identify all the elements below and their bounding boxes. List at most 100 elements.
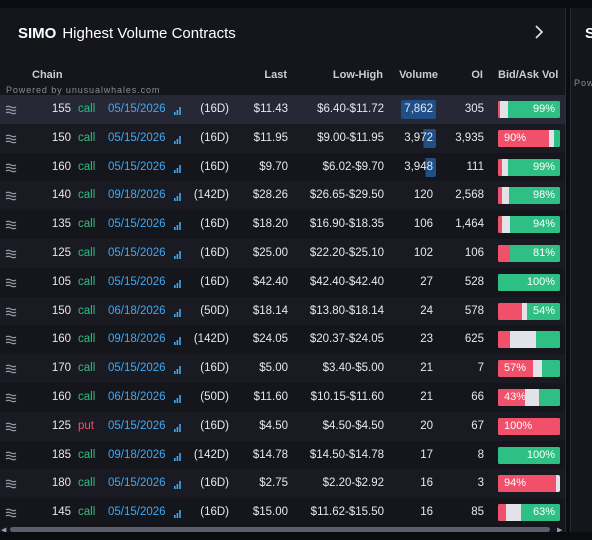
scroll-right-icon[interactable]: ▶ xyxy=(557,527,563,532)
table-row[interactable]: 185 call 09/18/2026 (142D) $14.78 $14.50-$14.… xyxy=(0,441,565,470)
chain-lines-icon[interactable] xyxy=(5,479,17,489)
col-header-bid-ask-vol[interactable]: Bid/Ask Vol xyxy=(498,69,559,81)
low-high-range: $4.50-$4.50 xyxy=(322,419,384,432)
signal-bars-icon xyxy=(174,423,182,432)
chain-lines-icon[interactable] xyxy=(5,105,17,115)
days-to-expiry: (142D) xyxy=(193,448,229,461)
bid-ask-percent: 63% xyxy=(532,506,555,519)
table-row[interactable]: 180 call 05/15/2026 (16D) $2.75 $2.20-$2.92 16… xyxy=(0,469,565,499)
expiry-date[interactable]: 09/18/2026 xyxy=(108,333,166,346)
volume-value: 21 xyxy=(420,362,433,375)
chain-lines-icon[interactable] xyxy=(5,451,17,461)
bid-ask-volume-bar: 100% xyxy=(498,446,560,464)
ask-volume-fill xyxy=(498,389,525,406)
chain-lines-icon[interactable] xyxy=(5,163,17,173)
bid-ask-percent: 43% xyxy=(504,391,527,403)
expiry-date[interactable]: 05/15/2026 xyxy=(108,103,166,115)
option-type: call xyxy=(78,506,96,519)
expiry-date[interactable]: 05/15/2026 xyxy=(108,247,166,259)
days-to-expiry: (16D) xyxy=(200,419,229,432)
col-header-chain[interactable]: Chain xyxy=(32,69,63,81)
scroll-left-icon[interactable]: ◀ xyxy=(1,527,7,532)
days-to-expiry: (16D) xyxy=(200,477,229,490)
strike-price: 160 xyxy=(51,391,71,403)
open-interest: 305 xyxy=(464,103,484,115)
table-row[interactable]: 150 call 05/15/2026 (16D) $11.95 $9.00-$11.95… xyxy=(0,123,565,153)
last-price: $4.50 xyxy=(259,419,288,432)
expiry-date[interactable]: 05/15/2026 xyxy=(108,419,166,432)
table-row[interactable]: 125 call 05/15/2026 (16D) $25.00 $22.20-$25.1… xyxy=(0,239,565,268)
last-price: $9.70 xyxy=(259,160,288,173)
table-row[interactable]: 145 call 05/15/2026 (16D) $15.00 $11.62-$15.5… xyxy=(0,498,565,527)
chain-lines-icon[interactable] xyxy=(5,278,17,288)
scroll-thumb[interactable] xyxy=(10,527,550,532)
chain-lines-icon[interactable] xyxy=(5,508,17,518)
table-row[interactable]: 160 call 09/18/2026 (142D) $24.05 $20.37-$24.… xyxy=(0,325,565,354)
signal-bars-icon xyxy=(174,106,182,115)
expiry-date[interactable]: 05/15/2026 xyxy=(108,160,166,173)
bid-volume-fill xyxy=(510,245,560,262)
table-row[interactable]: 125 put 05/15/2026 (16D) $4.50 $4.50-$4.50 20 6… xyxy=(0,411,565,441)
expiry-date[interactable]: 05/15/2026 xyxy=(108,218,166,231)
chain-lines-icon[interactable] xyxy=(5,249,17,259)
open-interest: 625 xyxy=(464,333,484,346)
chain-lines-icon[interactable] xyxy=(5,220,17,230)
expiry-date[interactable]: 06/18/2026 xyxy=(108,391,166,403)
low-high-range: $2.20-$2.92 xyxy=(322,477,384,490)
ask-volume-fill xyxy=(498,129,549,147)
table-row[interactable]: 160 call 06/18/2026 (50D) $11.60 $10.15-$11.6… xyxy=(0,383,565,412)
chain-lines-icon[interactable] xyxy=(5,191,17,201)
chain-lines-icon[interactable] xyxy=(5,422,17,432)
last-price: $2.75 xyxy=(259,477,288,490)
bid-ask-volume-bar: 94% xyxy=(498,475,560,493)
expiry-date[interactable]: 09/18/2026 xyxy=(108,189,166,202)
chain-lines-icon[interactable] xyxy=(5,307,17,317)
option-type: call xyxy=(78,103,96,115)
col-header-last[interactable]: Last xyxy=(264,69,287,81)
bid-ask-volume-bar: 54% xyxy=(498,302,560,320)
ask-volume-fill xyxy=(498,417,560,435)
col-header-low-high[interactable]: Low-High xyxy=(332,69,383,81)
table-row[interactable]: 140 call 09/18/2026 (142D) $28.26 $26.65-$29.… xyxy=(0,181,565,211)
table-row[interactable]: 105 call 05/15/2026 (16D) $42.40 $42.40-$42.4… xyxy=(0,268,565,297)
highest-volume-contracts-panel: SIMO Highest Volume Contracts Chain Last … xyxy=(0,8,566,532)
chain-lines-icon[interactable] xyxy=(5,393,17,403)
volume-value: 3,972 xyxy=(401,128,436,148)
expiry-date[interactable]: 05/15/2026 xyxy=(108,506,166,519)
expiry-date[interactable]: 05/15/2026 xyxy=(108,477,166,490)
ask-volume-fill xyxy=(498,504,507,522)
expiry-date[interactable]: 05/15/2026 xyxy=(108,362,166,375)
horizontal-scrollbar[interactable]: ◀ ▶ xyxy=(0,526,565,532)
volume-value: 106 xyxy=(413,218,433,231)
expiry-date[interactable]: 05/15/2026 xyxy=(108,275,166,288)
chevron-right-icon[interactable] xyxy=(529,22,549,42)
expiry-date[interactable]: 05/15/2026 xyxy=(108,131,166,144)
days-to-expiry: (50D) xyxy=(200,304,229,317)
table-row[interactable]: 135 call 05/15/2026 (16D) $18.20 $16.90-$18.3… xyxy=(0,210,565,239)
col-header-volume[interactable]: Volume xyxy=(399,69,438,81)
bid-volume-fill xyxy=(538,389,560,406)
table-row[interactable]: 150 call 06/18/2026 (50D) $18.14 $13.80-$18.1… xyxy=(0,296,565,326)
col-header-oi[interactable]: OI xyxy=(471,69,483,81)
expiry-date[interactable]: 09/18/2026 xyxy=(108,448,166,461)
last-price: $5.00 xyxy=(259,362,288,375)
open-interest: 1,464 xyxy=(455,218,484,231)
table-row[interactable]: 160 call 05/15/2026 (16D) $9.70 $6.02-$9.70 3,… xyxy=(0,153,565,182)
table-row[interactable]: 155 call 05/15/2026 (16D) $11.43 $6.40-$11.72… xyxy=(0,95,565,124)
days-to-expiry: (16D) xyxy=(200,218,229,231)
table-row[interactable]: 170 call 05/15/2026 (16D) $5.00 $3.40-$5.00 21… xyxy=(0,354,565,383)
ask-volume-fill xyxy=(498,187,502,205)
days-to-expiry: (16D) xyxy=(200,131,229,144)
bid-ask-percent: 94% xyxy=(532,218,555,231)
strike-price: 150 xyxy=(51,131,71,144)
ask-volume-fill xyxy=(498,475,557,493)
volume-value: 21 xyxy=(420,391,433,403)
chain-lines-icon[interactable] xyxy=(5,364,17,374)
volume-value: 23 xyxy=(420,333,433,346)
chain-lines-icon[interactable] xyxy=(5,335,17,345)
days-to-expiry: (16D) xyxy=(200,362,229,375)
last-price: $11.60 xyxy=(253,391,288,403)
option-type: call xyxy=(78,247,96,259)
expiry-date[interactable]: 06/18/2026 xyxy=(108,304,166,317)
chain-lines-icon[interactable] xyxy=(5,134,17,144)
